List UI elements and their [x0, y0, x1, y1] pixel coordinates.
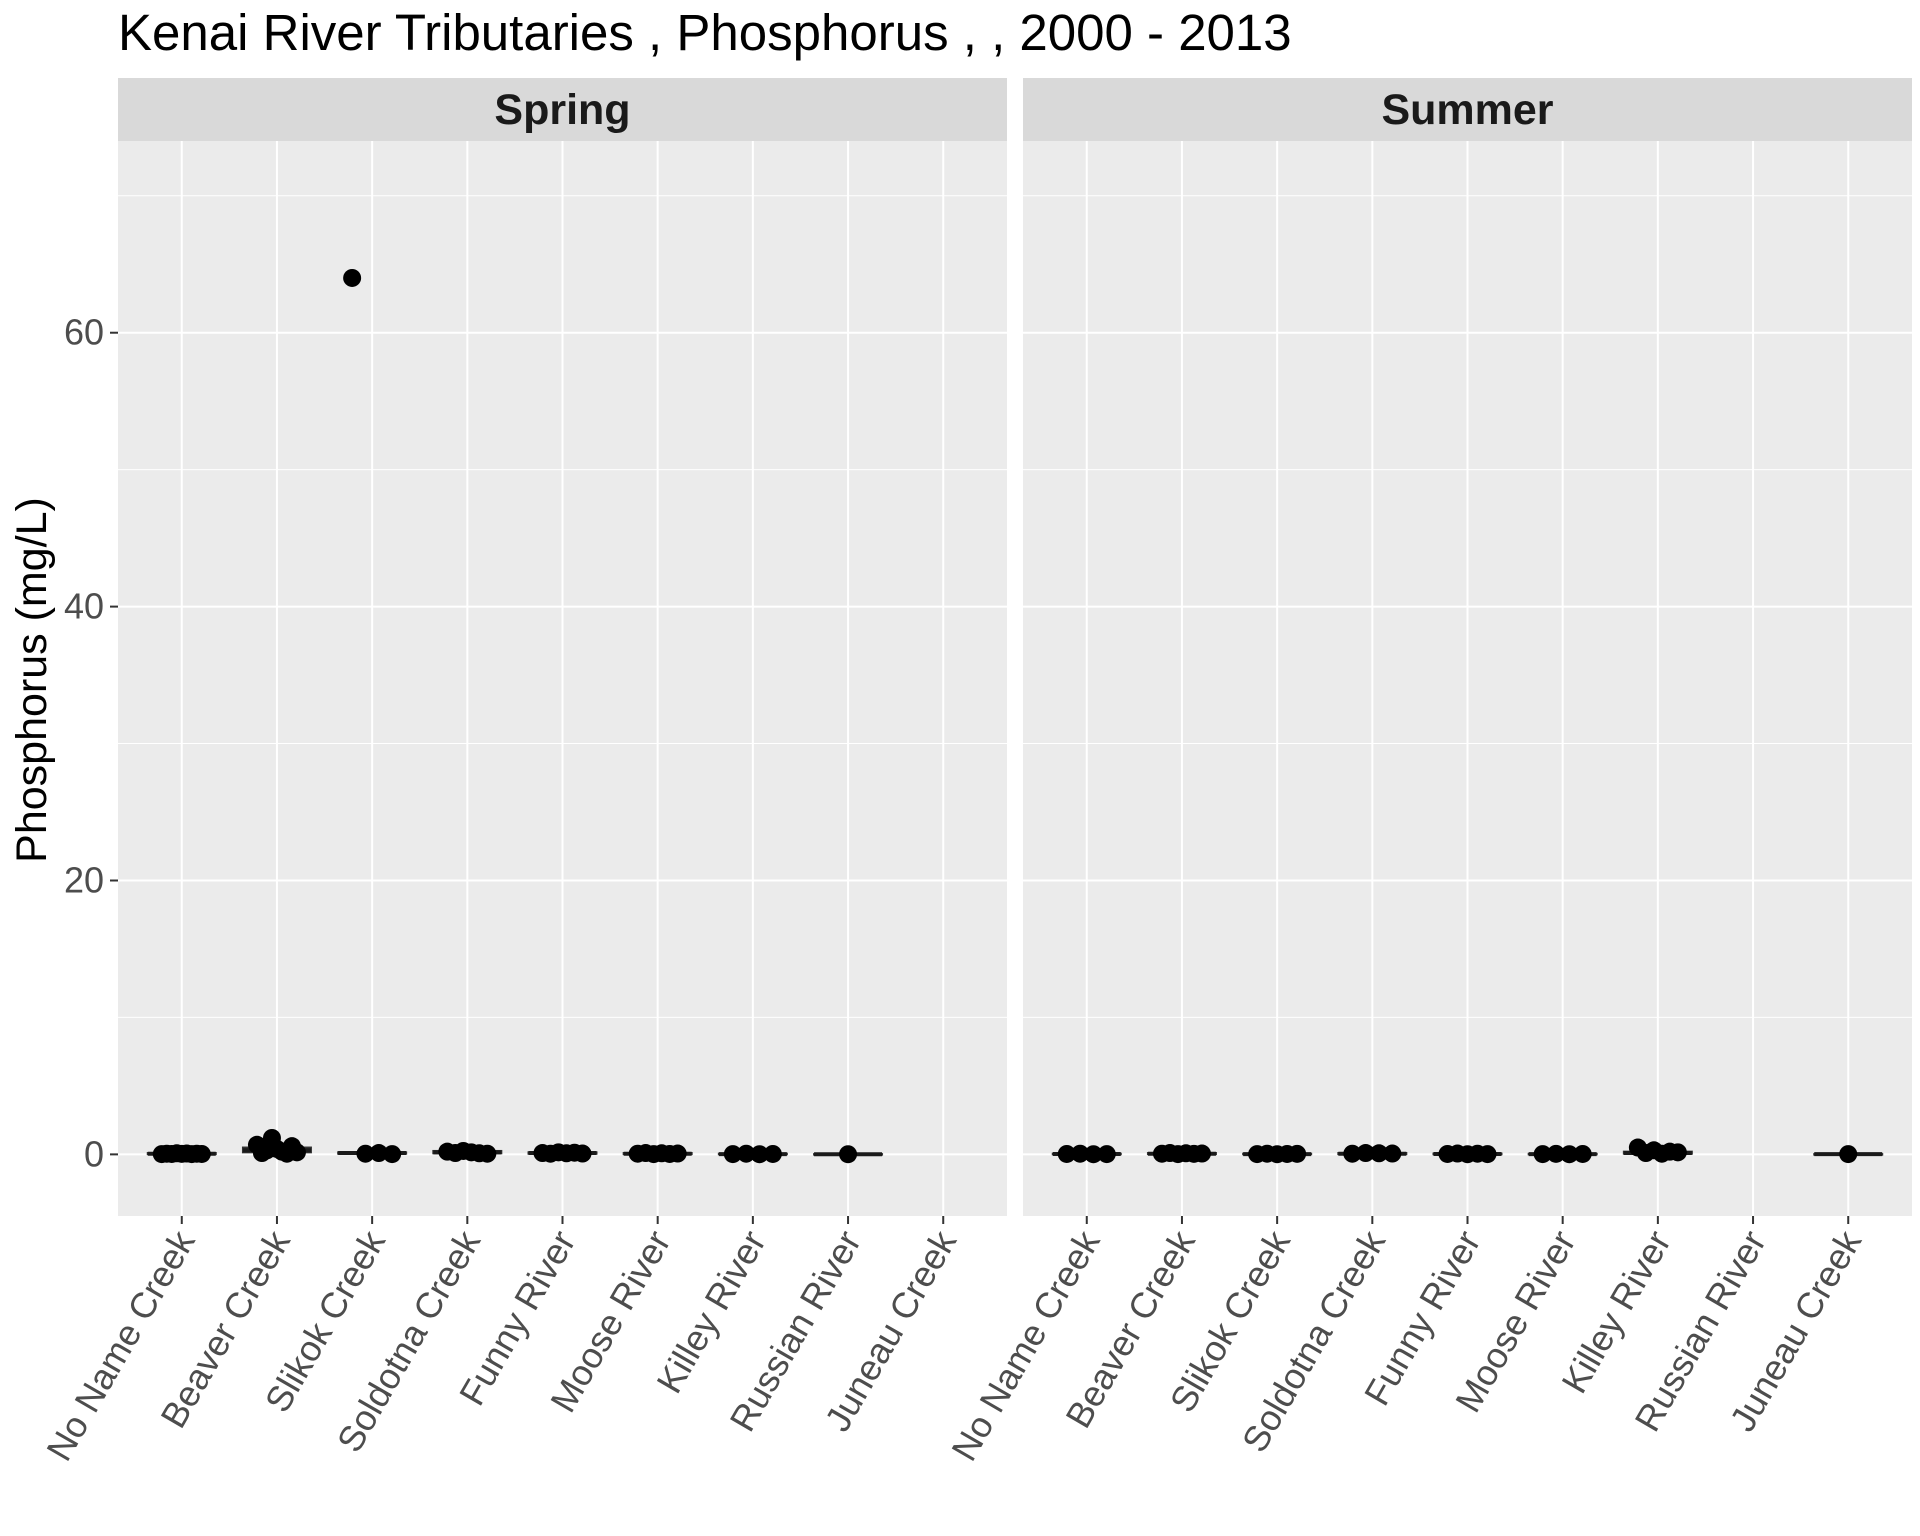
- data-point: [750, 1145, 769, 1164]
- data-point: [343, 268, 362, 287]
- data-point: [383, 1145, 402, 1164]
- data-point: [1369, 1144, 1388, 1163]
- strip-label: Spring: [494, 86, 630, 134]
- data-point: [1288, 1144, 1307, 1163]
- data-point: [1560, 1145, 1579, 1164]
- data-point: [1097, 1145, 1116, 1164]
- data-point: [1084, 1145, 1103, 1164]
- data-point: [1478, 1145, 1497, 1164]
- y-tick-label: 60: [64, 312, 104, 353]
- data-point: [1533, 1145, 1552, 1164]
- data-point: [839, 1145, 858, 1164]
- data-point: [1343, 1144, 1362, 1163]
- strip-background: [118, 78, 1007, 141]
- data-point: [192, 1144, 211, 1163]
- data-point: [1839, 1145, 1858, 1164]
- y-tick-label: 20: [64, 859, 104, 900]
- data-point: [1356, 1144, 1375, 1163]
- data-point: [573, 1144, 592, 1163]
- x-tick-label: No Name Creek: [943, 1223, 1108, 1468]
- strip-background: [1023, 78, 1912, 141]
- data-point: [1547, 1144, 1566, 1163]
- data-point: [1573, 1144, 1592, 1163]
- data-point: [1383, 1144, 1402, 1163]
- data-point: [1668, 1143, 1687, 1162]
- data-point: [723, 1145, 742, 1164]
- data-point: [1192, 1144, 1211, 1163]
- data-point: [1057, 1144, 1076, 1163]
- y-axis-title: Phosphorus (mg/L): [8, 497, 56, 863]
- strip-label: Summer: [1381, 86, 1553, 134]
- data-point: [356, 1144, 375, 1163]
- y-tick-label: 0: [84, 1133, 104, 1174]
- data-point: [668, 1144, 687, 1163]
- data-point: [737, 1144, 756, 1163]
- chart-title: Kenai River Tributaries , Phosphorus , ,…: [118, 4, 1292, 61]
- x-tick-label: No Name Creek: [38, 1223, 203, 1468]
- data-point: [369, 1144, 388, 1163]
- data-point: [478, 1144, 497, 1163]
- data-point: [763, 1144, 782, 1163]
- data-point: [287, 1143, 306, 1162]
- data-point: [1071, 1144, 1090, 1163]
- y-tick-label: 40: [64, 586, 104, 627]
